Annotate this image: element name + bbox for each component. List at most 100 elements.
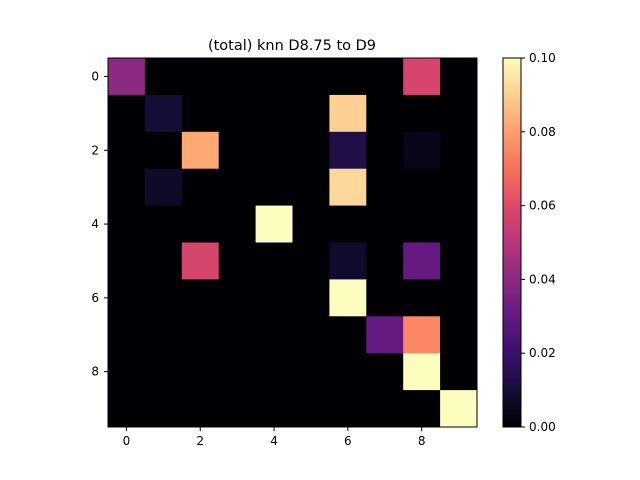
heatmap-cell [440, 131, 478, 170]
heatmap-cell [108, 131, 146, 170]
heatmap-cell [403, 131, 441, 170]
heatmap-cell [403, 316, 441, 354]
heatmap-cell [366, 131, 404, 170]
heatmap-cell [329, 353, 367, 391]
heatmap-cell [218, 94, 256, 133]
colorbar-tick-label: 0.00 [529, 420, 556, 434]
heatmap-cell [255, 168, 293, 206]
heatmap-cell [108, 353, 146, 391]
heatmap-cell [366, 242, 404, 280]
heatmap-cell [181, 390, 220, 428]
heatmap-cell [181, 316, 220, 354]
heatmap-cell [108, 279, 146, 317]
heatmap-cell [366, 279, 404, 317]
y-axis: 0 2 4 6 8 [91, 69, 108, 379]
chart-title: (total) knn D8.75 to D9 [208, 38, 376, 54]
heatmap-cell [218, 205, 256, 243]
heatmap-cell [292, 279, 330, 317]
heatmap-cell [218, 168, 256, 206]
colorbar-tick-label: 0.02 [529, 346, 556, 360]
heatmap-cell [255, 205, 293, 243]
heatmap-cell [403, 205, 441, 243]
heatmap-cell [108, 242, 146, 280]
heatmap-cell [292, 390, 330, 428]
heatmap-cell [440, 168, 478, 206]
heatmap-cell [218, 316, 256, 354]
heatmap-cell [403, 58, 441, 96]
colorbar-tick-label: 0.10 [529, 51, 556, 65]
heatmap-cell [440, 205, 478, 243]
heatmap-cell [255, 58, 293, 96]
heatmap-cell [440, 58, 478, 96]
plot-frame [107, 57, 478, 428]
heatmap-cell [144, 205, 183, 243]
heatmap-cell [440, 279, 478, 317]
heatmap-cell [329, 58, 367, 96]
heatmap-cell [181, 242, 220, 280]
heatmap-cell [218, 58, 256, 96]
heatmap-cell [144, 353, 183, 391]
heatmap-cell [144, 279, 183, 317]
heatmap-cell [403, 242, 441, 280]
heatmap-cell [329, 168, 367, 206]
colorbar-tick-label: 0.04 [529, 272, 556, 286]
heatmap-cell [329, 316, 367, 354]
heatmap-cell [329, 131, 367, 170]
y-tick-label: 4 [91, 217, 99, 231]
heatmap-cell [366, 316, 404, 354]
heatmap-cell [403, 353, 441, 391]
x-tick-label: 6 [344, 434, 352, 448]
heatmap-cell [181, 94, 220, 133]
heatmap-cell [218, 131, 256, 170]
heatmap-cell [440, 353, 478, 391]
heatmap-cell [144, 390, 183, 428]
heatmap-cell [108, 205, 146, 243]
y-tick-label: 8 [91, 365, 99, 379]
heatmap-cell [366, 168, 404, 206]
heatmap-cell [255, 242, 293, 280]
heatmap-cell [218, 279, 256, 317]
heatmap-cell [108, 390, 146, 428]
heatmap-cell [144, 242, 183, 280]
heatmap-cell [108, 94, 146, 133]
y-tick-label: 0 [91, 69, 99, 83]
heatmap-cell [292, 168, 330, 206]
heatmap-cell [403, 390, 441, 428]
heatmap-cell [181, 353, 220, 391]
heatmap-cell [218, 353, 256, 391]
y-tick-label: 6 [91, 291, 99, 305]
heatmap-cell [255, 353, 293, 391]
x-tick-label: 4 [270, 434, 278, 448]
heatmap-cell [366, 390, 404, 428]
x-tick-label: 8 [418, 434, 426, 448]
heatmap-cell [292, 242, 330, 280]
heatmap-cell [255, 279, 293, 317]
heatmap-cell [329, 390, 367, 428]
heatmap-cell [255, 390, 293, 428]
colorbar-axis: 0.00 0.02 0.04 0.06 0.08 0.10 [521, 51, 556, 434]
heatmap-cell [403, 279, 441, 317]
heatmap-cell [181, 279, 220, 317]
heatmap-cell [366, 94, 404, 133]
x-tick-label: 2 [196, 434, 204, 448]
heatmap-cell [292, 131, 330, 170]
heatmap-cell [440, 390, 478, 428]
heatmap-cell [440, 242, 478, 280]
heatmap-cell [181, 205, 220, 243]
y-tick-label: 2 [91, 143, 99, 157]
heatmap-cell [144, 58, 183, 96]
heatmap-cell [440, 316, 478, 354]
heatmap-cell [181, 131, 220, 170]
heatmap-cell [329, 205, 367, 243]
heatmap-cell [181, 58, 220, 96]
heatmap-cell [218, 390, 256, 428]
colorbar-frame [502, 57, 522, 428]
heatmap-cell [292, 205, 330, 243]
heatmap-cell [366, 205, 404, 243]
heatmap-cell [329, 279, 367, 317]
heatmap-cells [108, 58, 478, 428]
heatmap-cell [108, 168, 146, 206]
heatmap-cell [144, 316, 183, 354]
colorbar-tick-label: 0.08 [529, 125, 556, 139]
